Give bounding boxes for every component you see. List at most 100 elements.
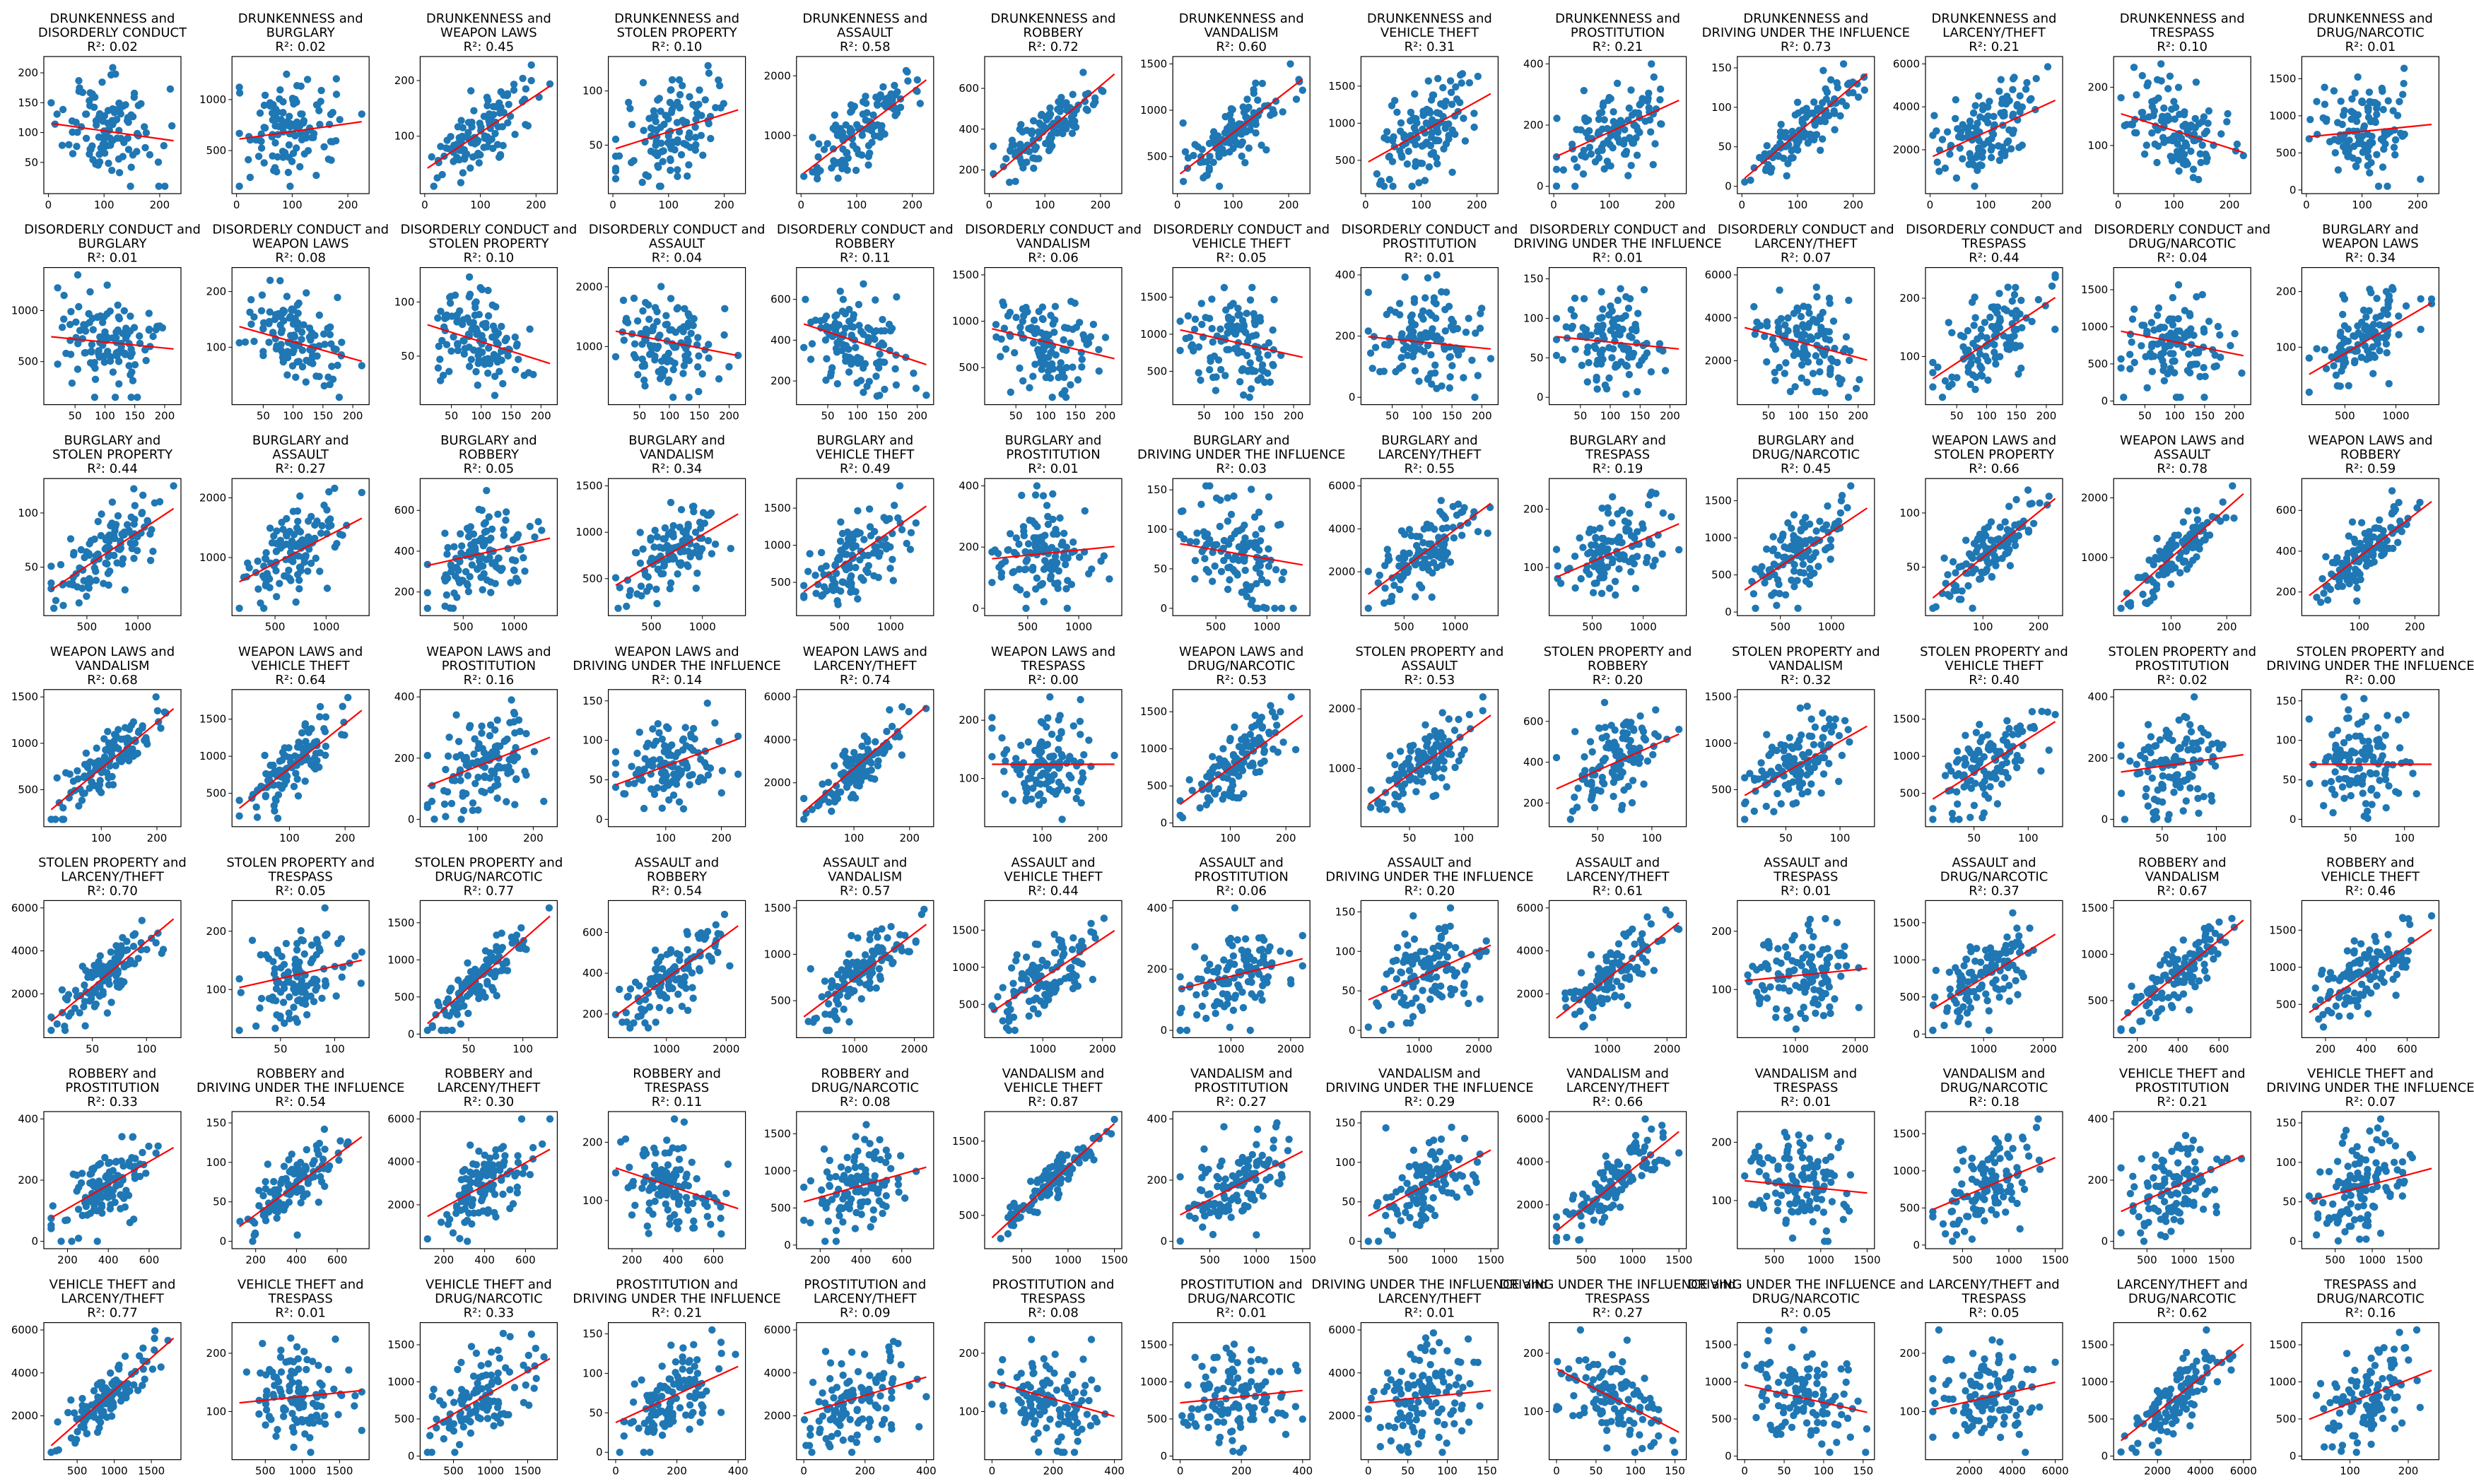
- data-point: [990, 142, 997, 151]
- data-point: [244, 559, 252, 567]
- data-point: [2348, 95, 2356, 103]
- data-point: [1453, 511, 1461, 519]
- data-point: [1401, 273, 1409, 281]
- data-point: [2128, 315, 2137, 323]
- data-point: [452, 572, 459, 580]
- axes-frame: [231, 56, 370, 194]
- data-point: [305, 517, 312, 525]
- data-point: [1027, 550, 1036, 558]
- x-tick-label: 500: [265, 620, 286, 633]
- data-point: [1929, 383, 1937, 391]
- data-point: [115, 380, 123, 388]
- data-point: [308, 354, 316, 362]
- data-point: [872, 296, 879, 304]
- data-point: [1972, 153, 1981, 161]
- data-point: [891, 112, 899, 119]
- data-point: [1208, 324, 1216, 333]
- panel-title-line1: DISORDERLY CONDUCT and: [1342, 223, 1518, 237]
- data-point: [893, 88, 901, 96]
- data-point: [1810, 98, 1818, 106]
- data-point: [1071, 117, 1079, 125]
- data-point: [1060, 373, 1068, 382]
- data-point: [2205, 317, 2213, 325]
- data-point: [127, 394, 135, 401]
- data-point: [2379, 163, 2387, 171]
- data-point: [491, 372, 499, 380]
- data-point: [1468, 356, 1476, 364]
- data-point: [1035, 307, 1043, 315]
- data-point: [235, 182, 243, 190]
- data-point: [1986, 98, 1993, 105]
- data-point: [1399, 362, 1407, 370]
- r-squared-label: R²: 0.19: [1593, 461, 1643, 476]
- data-point: [1411, 90, 1419, 98]
- y-tick-label: 500: [1147, 365, 1168, 377]
- data-point: [503, 334, 510, 342]
- y-tick-label: 400: [958, 480, 979, 493]
- data-point: [1597, 288, 1605, 296]
- x-tick-label: 100: [1035, 199, 1055, 211]
- data-point: [1184, 312, 1192, 320]
- data-point: [258, 291, 266, 299]
- data-point: [1029, 372, 1037, 380]
- data-point: [1429, 325, 1436, 333]
- data-point: [60, 315, 68, 323]
- data-point: [1586, 548, 1594, 556]
- data-point: [896, 482, 904, 490]
- x-tick-label: 150: [501, 410, 522, 423]
- data-point: [2396, 98, 2403, 105]
- data-point: [2138, 342, 2145, 350]
- data-point: [1409, 353, 1417, 360]
- x-tick-label: 200: [343, 410, 363, 423]
- data-point: [1817, 117, 1824, 125]
- data-point: [1419, 142, 1426, 150]
- points-layer: [1552, 60, 1665, 190]
- data-point: [831, 160, 838, 168]
- data-point: [1078, 363, 1086, 371]
- data-point: [886, 565, 894, 572]
- data-point: [1211, 562, 1219, 570]
- data-point: [278, 326, 286, 334]
- data-point: [2193, 360, 2200, 368]
- y-tick-label: 1000: [764, 129, 791, 142]
- data-point: [705, 354, 713, 362]
- data-point: [1614, 510, 1622, 518]
- x-tick-label: 200: [1843, 199, 1863, 211]
- x-tick-label: 0: [233, 199, 240, 211]
- x-tick-label: 200: [1848, 410, 1868, 423]
- data-point: [2169, 358, 2176, 365]
- data-point: [254, 557, 262, 565]
- data-point: [1048, 543, 1056, 551]
- data-point: [254, 153, 263, 160]
- data-point: [2010, 290, 2019, 299]
- y-tick-label: 100: [18, 126, 38, 139]
- r-squared-label: R²: 0.07: [1781, 251, 1831, 266]
- data-point: [294, 570, 302, 579]
- data-point: [855, 300, 863, 309]
- data-point: [113, 352, 121, 360]
- data-point: [1067, 298, 1075, 305]
- data-point: [2340, 295, 2349, 303]
- data-point: [111, 106, 119, 114]
- data-point: [129, 151, 137, 159]
- data-point: [1823, 88, 1831, 96]
- data-point: [74, 271, 82, 279]
- data-point: [849, 141, 857, 149]
- data-point: [1013, 583, 1021, 591]
- data-point: [1407, 532, 1415, 540]
- data-point: [444, 543, 452, 552]
- data-point: [278, 519, 286, 526]
- points-layer: [1750, 283, 1863, 401]
- data-point: [1461, 137, 1470, 145]
- panel-title-line1: DRUNKENNESS and: [1743, 11, 1868, 26]
- data-point: [1656, 96, 1664, 104]
- data-point: [1977, 371, 1985, 379]
- data-point: [271, 139, 279, 147]
- data-point: [456, 579, 464, 587]
- points-layer: [800, 482, 920, 608]
- data-point: [483, 487, 491, 495]
- data-point: [684, 172, 691, 180]
